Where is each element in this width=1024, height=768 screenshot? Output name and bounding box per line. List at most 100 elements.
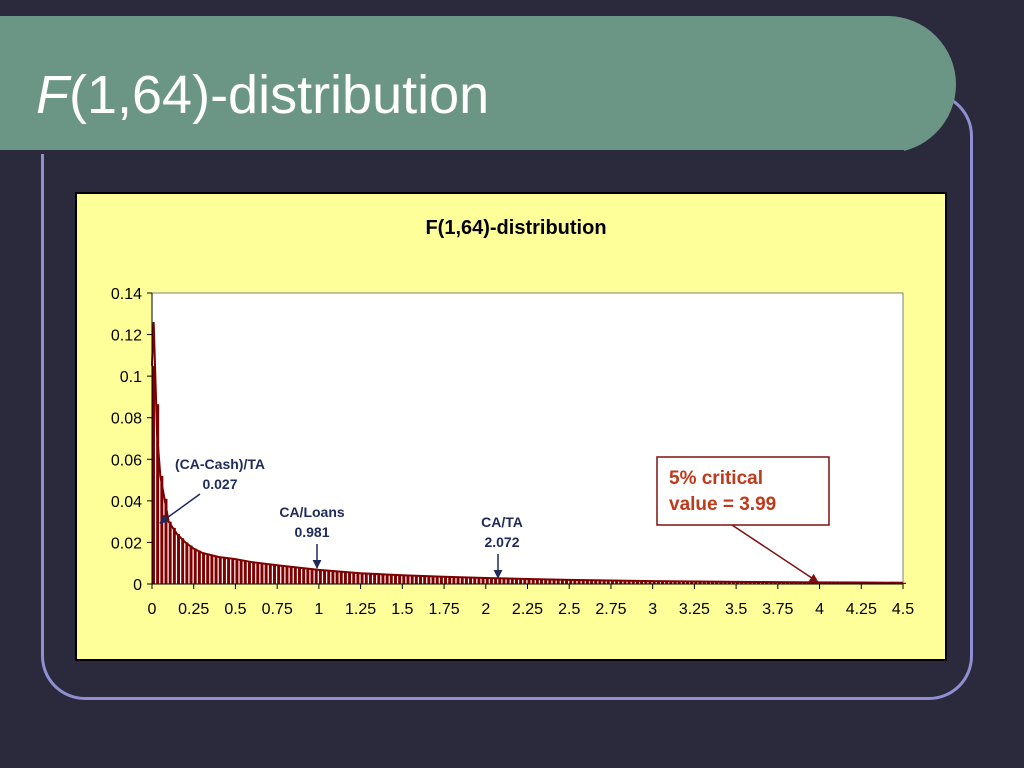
bar	[606, 580, 610, 584]
bar	[648, 581, 652, 584]
bar	[464, 577, 468, 584]
bar	[189, 545, 193, 584]
bar	[435, 576, 439, 584]
bar	[519, 578, 523, 584]
critical-value-label: 5% critical	[669, 468, 763, 489]
bar	[318, 569, 322, 584]
slide-title-rest: (1,64)-distribution	[69, 65, 490, 125]
bar	[640, 580, 644, 584]
bar	[210, 554, 214, 584]
bar	[744, 581, 748, 584]
bar	[489, 578, 493, 584]
bar	[385, 574, 389, 584]
bar	[702, 581, 706, 584]
bar	[373, 573, 377, 584]
bar	[222, 557, 226, 584]
title-underline	[0, 150, 904, 154]
bar	[272, 564, 276, 584]
bar	[731, 581, 735, 584]
x-tick-label: 3.25	[679, 601, 710, 618]
x-tick-label: 4.5	[892, 601, 914, 618]
annotation-arrow	[159, 493, 201, 524]
bar	[652, 581, 656, 584]
y-tick-label: 0.06	[111, 452, 142, 469]
x-tick-label: 0	[148, 601, 157, 618]
bar	[427, 576, 431, 584]
critical-value-arrow	[731, 524, 819, 583]
bar	[498, 578, 502, 584]
bar	[227, 558, 231, 584]
bar	[527, 579, 531, 584]
bar	[360, 573, 364, 584]
chart-panel: F(1,64)-distribution 0 0.02 0.04 0.06 0.08 0.…	[75, 192, 947, 661]
slide-title: F(1,64)-distribution	[36, 64, 489, 126]
annotations: (CA-Cash)/TA 0.027 CA/Loans 0.981 CA/TA 2.072…	[159, 456, 830, 583]
bar	[673, 581, 677, 584]
x-tick-label: 0.75	[262, 601, 293, 618]
x-tick-label: 3.75	[762, 601, 793, 618]
bar	[423, 575, 427, 584]
bar	[202, 552, 206, 584]
y-tick-label: 0	[133, 577, 142, 594]
bar	[623, 580, 627, 584]
x-tick-label: 4.25	[846, 601, 877, 618]
bar	[314, 569, 318, 584]
title-bar: F(1,64)-distribution	[0, 16, 956, 154]
bar	[619, 580, 623, 584]
bar	[669, 581, 673, 584]
y-tick-label: 0.1	[120, 369, 142, 386]
x-tick-label: 2.75	[595, 601, 626, 618]
bar	[510, 578, 514, 584]
bar	[540, 579, 543, 584]
bar	[456, 577, 460, 584]
x-tick-label: 0.25	[178, 601, 209, 618]
bar	[736, 581, 740, 584]
bar	[485, 577, 489, 584]
bar	[310, 568, 314, 584]
bar	[181, 538, 185, 584]
x-tick-label: 2	[481, 601, 490, 618]
bar	[502, 578, 506, 584]
bar	[460, 577, 464, 584]
y-tick-label: 0.04	[111, 494, 142, 511]
bar	[285, 566, 289, 584]
bar	[694, 581, 698, 584]
bar	[715, 581, 719, 584]
bar	[264, 563, 268, 584]
bar	[323, 570, 327, 584]
bar	[477, 577, 481, 584]
bar	[598, 580, 602, 584]
bar	[631, 580, 635, 584]
bar	[160, 475, 164, 584]
axes: 0 0.02 0.04 0.06 0.08 0.1 0.12 0.14 0 0.25 0.5 0.75…	[111, 286, 914, 618]
bar	[152, 365, 155, 584]
bar	[331, 570, 335, 584]
bar	[343, 571, 347, 584]
bar	[723, 581, 727, 584]
bar	[381, 574, 385, 584]
bar	[681, 581, 685, 584]
bar	[327, 570, 331, 584]
bar	[686, 581, 690, 584]
bar	[243, 560, 247, 584]
bar	[644, 580, 648, 584]
bar	[193, 548, 197, 584]
chart-title: F(1,64)-distribution	[425, 217, 606, 239]
bar	[277, 565, 281, 584]
bar	[711, 581, 715, 584]
density-line	[151, 322, 904, 584]
bar	[368, 573, 372, 584]
critical-value-box	[656, 456, 830, 526]
bar	[377, 574, 381, 584]
bar	[569, 579, 573, 584]
bar	[615, 580, 619, 584]
bar	[665, 581, 669, 584]
bar	[469, 577, 473, 584]
bar	[552, 579, 556, 584]
bar	[565, 579, 569, 584]
bar	[339, 571, 343, 584]
y-tick-label: 0.12	[111, 328, 142, 345]
bar	[560, 579, 564, 584]
bar	[406, 575, 410, 584]
bar	[419, 575, 422, 584]
